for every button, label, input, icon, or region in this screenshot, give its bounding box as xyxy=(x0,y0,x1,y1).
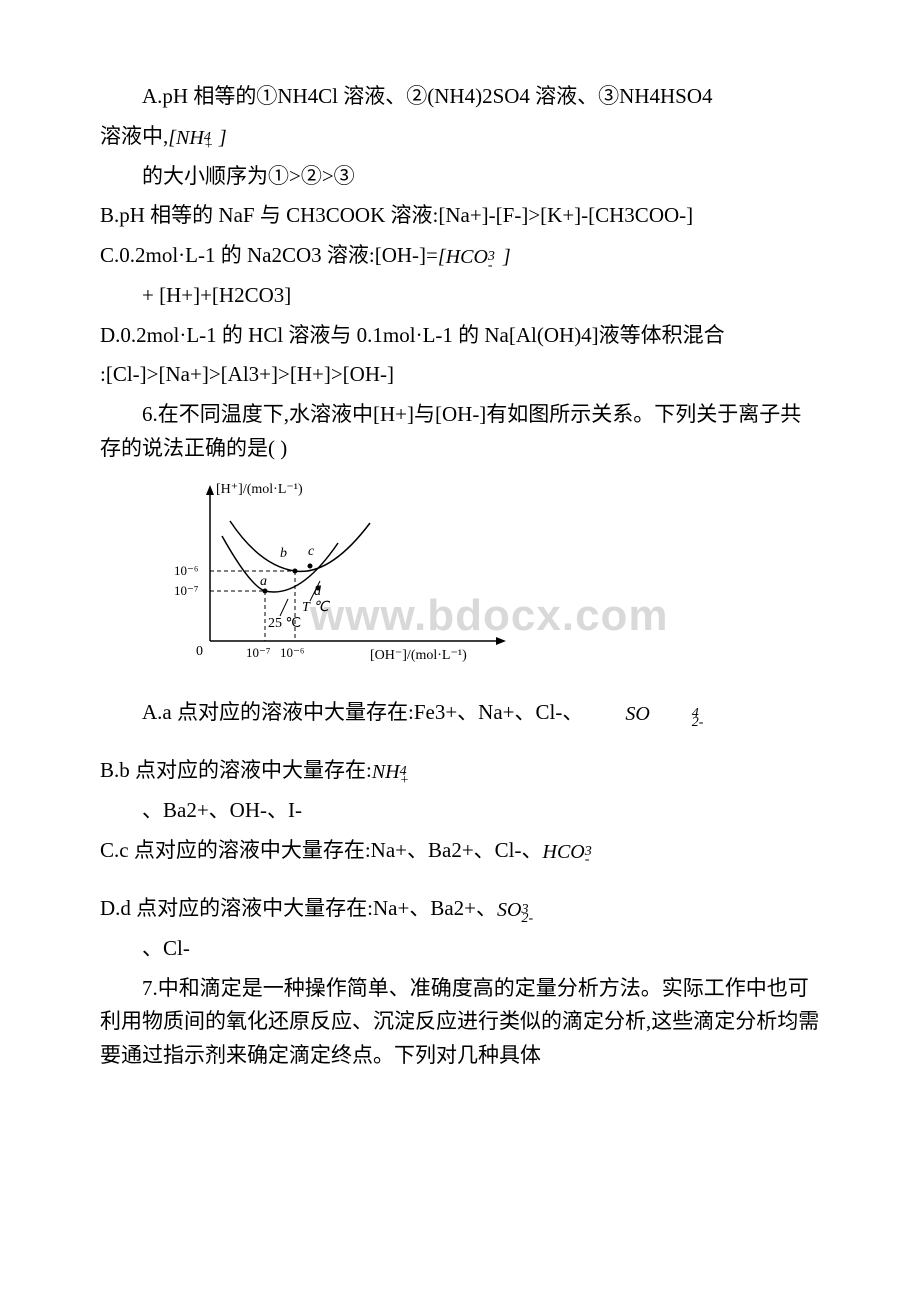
q5-optC-line1: C.0.2mol·L-1 的 Na2CO3 溶液:[OH-]=[HCO-3 ] xyxy=(100,239,820,273)
q6-optD-prefix: D.d 点对应的溶液中大量存在:Na+、Ba2+、 xyxy=(100,896,497,920)
q6-optD-line1: D.d 点对应的溶液中大量存在:Na+、Ba2+、SO2-3 xyxy=(100,892,820,926)
q5-optA-line1: A.pH 相等的①NH4Cl 溶液、②(NH4)2SO4 溶液、③NH4HSO4 xyxy=(100,80,820,114)
origin-label: 0 xyxy=(196,644,203,659)
so3-formula: SO2-3 xyxy=(497,894,535,926)
pt-a: a xyxy=(260,574,267,589)
q6-optC: C.c 点对应的溶液中大量存在:Na+、Ba2+、Cl-、HCO-3 xyxy=(100,834,820,868)
q6-optC-prefix: C.c 点对应的溶液中大量存在:Na+、Ba2+、Cl-、 xyxy=(100,838,543,862)
pt-b: b xyxy=(280,546,287,561)
so4-formula: SO2-4 xyxy=(583,698,663,730)
x-axis-label: [OH⁻]/(mol·L⁻¹) xyxy=(370,648,467,663)
hco3-bracket-formula: [HCO-3 ] xyxy=(438,241,511,273)
q5-optA-line2-prefix: 溶液中, xyxy=(100,124,168,148)
temp-25: 25 ℃ xyxy=(268,616,301,631)
q6-optA-prefix: A.a 点对应的溶液中大量存在:Fe3+、Na+、Cl-、 xyxy=(142,700,583,724)
q5-optD-line1: D.0.2mol·L-1 的 HCl 溶液与 0.1mol·L-1 的 Na[A… xyxy=(100,319,820,353)
q5-optC-prefix: C.0.2mol·L-1 的 Na2CO3 溶液:[OH-]= xyxy=(100,243,438,267)
q5-optD-line2: :[Cl-]>[Na+]>[Al3+]>[H+]>[OH-] xyxy=(100,358,820,392)
q6-optA: A.a 点对应的溶液中大量存在:Fe3+、Na+、Cl-、SO2-4 xyxy=(100,696,820,730)
y-tick-2: 10⁻⁷ xyxy=(174,583,198,598)
chart-svg: [H⁺]/(mol·L⁻¹) 10⁻⁶ 10⁻⁷ 10⁻⁷ 10⁻⁶ 0 [OH… xyxy=(160,471,540,671)
y-axis-label: [H⁺]/(mol·L⁻¹) xyxy=(216,482,303,497)
q6-optB-line1: B.b 点对应的溶液中大量存在:NH+4 xyxy=(100,754,820,788)
temp-T: T ℃ xyxy=(302,600,331,615)
q5-optB: B.pH 相等的 NaF 与 CH3COOK 溶液:[Na+]-[F-]>[K+… xyxy=(100,199,820,233)
q6-optD-line2: 、Cl- xyxy=(100,932,820,966)
x-tick-1: 10⁻⁷ xyxy=(246,645,270,660)
nh4-bracket-formula: [NH+4 ] xyxy=(168,122,226,154)
nh4-formula-b: NH+4 xyxy=(372,756,410,788)
x-tick-2: 10⁻⁶ xyxy=(280,645,304,660)
q6-optB-line2: 、Ba2+、OH-、I- xyxy=(100,794,820,828)
pt-c: c xyxy=(308,544,315,559)
y-tick-1: 10⁻⁶ xyxy=(174,563,198,578)
q5-optA-line3: 的大小顺序为①>②>③ xyxy=(100,160,820,194)
q6-optB-prefix: B.b 点对应的溶液中大量存在: xyxy=(100,758,372,782)
q5-optA-line2: 溶液中,[NH+4 ] xyxy=(100,120,820,154)
q5-optC-line2: + [H+]+[H2CO3] xyxy=(100,279,820,313)
hco3-formula-c: HCO-3 xyxy=(543,836,595,868)
q6-stem: 6.在不同温度下,水溶液中[H+]与[OH-]有如图所示关系。下列关于离子共存的… xyxy=(100,398,820,465)
q7-stem: 7.中和滴定是一种操作简单、准确度高的定量分析方法。实际工作中也可利用物质间的氧… xyxy=(100,972,820,1073)
q6-chart: www.bdocx.com [H⁺]/(mol·L⁻¹) 10⁻⁶ 10⁻⁷ 1… xyxy=(160,471,820,682)
